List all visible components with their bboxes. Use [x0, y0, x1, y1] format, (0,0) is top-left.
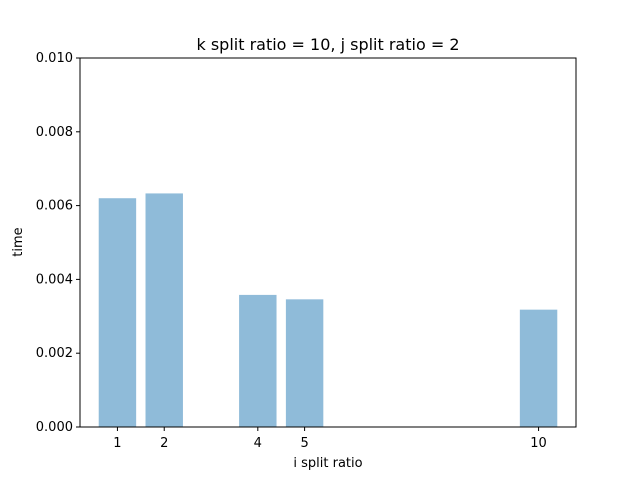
y-tick-label: 0.008	[36, 125, 73, 140]
bar-1	[98, 198, 137, 427]
x-tick-label: 4	[254, 436, 262, 451]
y-tick-label: 0.002	[36, 346, 73, 361]
plot-frame	[79, 57, 577, 428]
y-tick-label: 0.000	[36, 420, 73, 435]
bar-10	[519, 309, 558, 427]
chart-title: k split ratio = 10, j split ratio = 2	[196, 35, 459, 54]
x-tick-label: 2	[160, 436, 168, 451]
x-axis-label: i split ratio	[293, 456, 362, 471]
bars-group	[98, 193, 558, 427]
bar-4	[239, 294, 277, 427]
y-tick-label: 0.004	[36, 272, 73, 287]
y-axis-ticks: 0.000 0.002 0.004 0.006 0.008 0.010	[36, 51, 80, 435]
y-tick-label: 0.010	[36, 51, 73, 66]
bar-2	[145, 193, 183, 427]
x-tick-label: 10	[530, 436, 547, 451]
bar-5	[285, 299, 324, 427]
x-axis-ticks: 1 2 4 5 10	[113, 427, 547, 451]
y-axis-label: time	[11, 227, 26, 256]
x-tick-label: 5	[300, 436, 308, 451]
x-tick-label: 1	[113, 436, 121, 451]
y-tick-label: 0.006	[36, 199, 73, 214]
